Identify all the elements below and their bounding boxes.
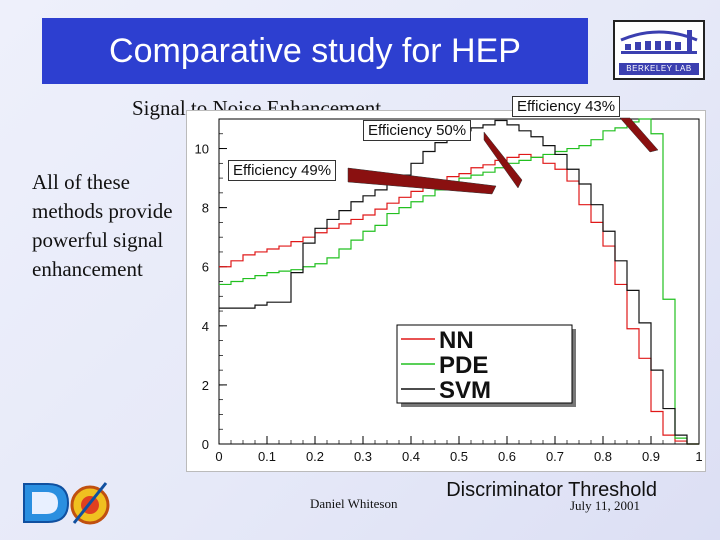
x-tick-label: 0 <box>215 449 222 464</box>
x-axis-label: Discriminator Threshold <box>446 479 657 501</box>
x-tick-label: 0.3 <box>354 449 372 464</box>
dzero-logo-icon <box>23 482 110 525</box>
logo-label: BERKELEY LAB <box>619 63 699 75</box>
y-tick-label: 10 <box>195 142 209 157</box>
x-tick-label: 0.4 <box>402 449 420 464</box>
legend-pde-label: PDE <box>439 352 488 379</box>
dzero-logo <box>18 478 110 528</box>
berkeley-lab-logo: BERKELEY LAB <box>613 20 705 80</box>
callout-svm: Efficiency 49% <box>228 160 337 181</box>
x-tick-label: 0.7 <box>546 449 564 464</box>
berkeley-lab-emblem-icon <box>620 30 698 54</box>
x-tick-label: 0.1 <box>258 449 276 464</box>
x-tick-label: 1 <box>695 449 702 464</box>
bullet-text: All of these methods provide powerful si… <box>32 170 173 281</box>
y-tick-label: 6 <box>202 260 209 275</box>
x-tick-label: 0.9 <box>642 449 660 464</box>
x-tick-label: 0.6 <box>498 449 516 464</box>
callout-pde: Efficiency 43% <box>512 96 621 117</box>
footer-author: Daniel Whiteson <box>310 496 398 511</box>
legend-nn-label: NN <box>439 327 474 354</box>
y-tick-label: 8 <box>202 201 209 216</box>
y-tick-label: 0 <box>202 437 209 452</box>
y-tick-label: 2 <box>202 378 209 393</box>
slide-title-banner: Comparative study for HEP <box>42 18 588 84</box>
callout-nn: Efficiency 50% <box>363 120 472 141</box>
y-tick-label: 4 <box>202 319 209 334</box>
slide-title: Comparative study for HEP <box>109 31 521 70</box>
footer-date: July 11, 2001 <box>570 498 640 513</box>
x-tick-label: 0.8 <box>594 449 612 464</box>
legend-svm-label: SVM <box>439 377 491 404</box>
x-tick-label: 0.2 <box>306 449 324 464</box>
x-tick-label: 0.5 <box>450 449 468 464</box>
